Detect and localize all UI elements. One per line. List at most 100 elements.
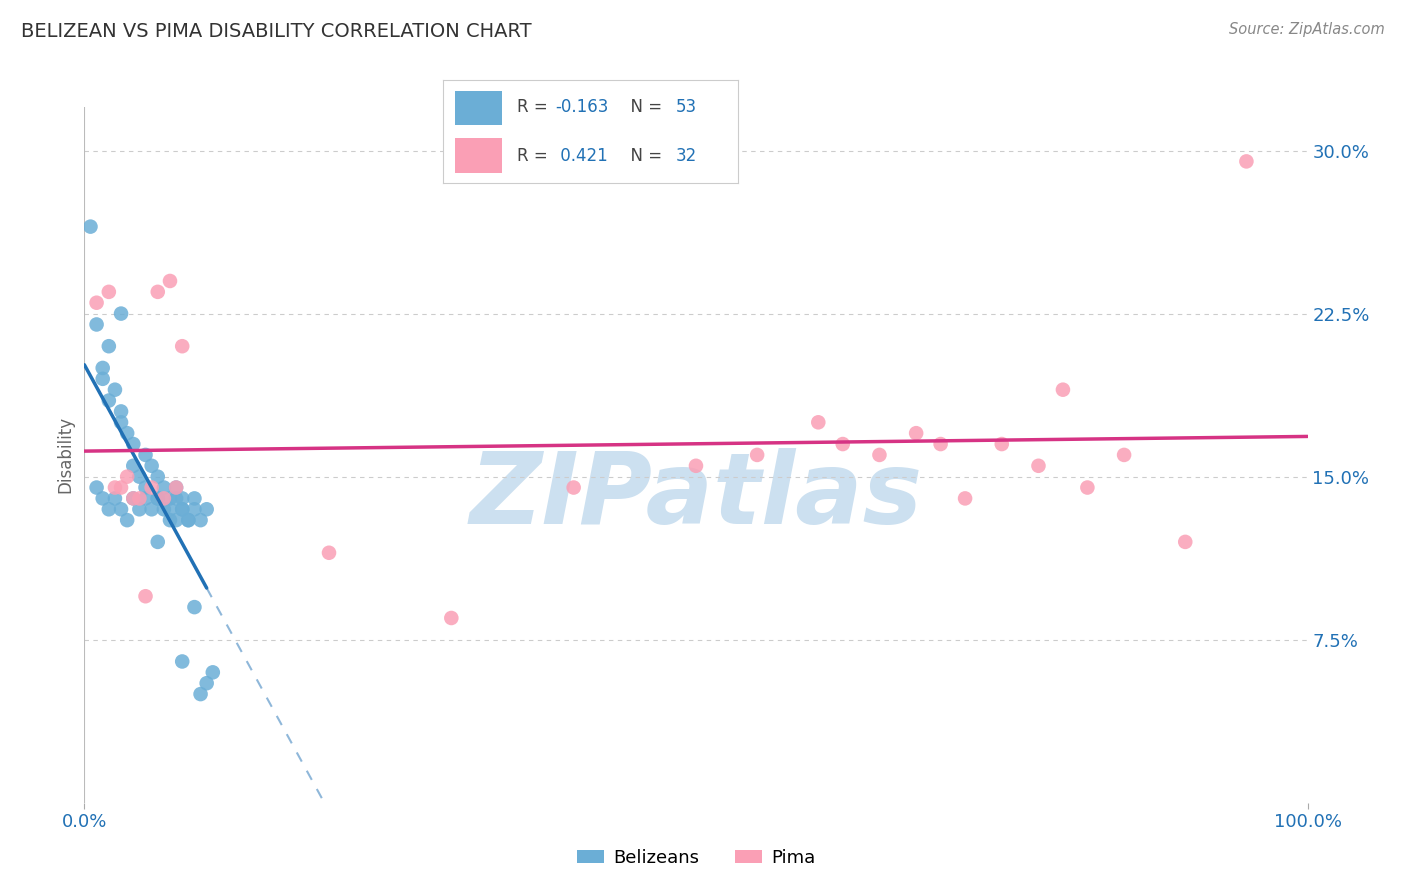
Point: [97, 502, 120, 516]
Point: [172, 502, 194, 516]
Point: [128, 491, 150, 506]
Point: [183, 491, 205, 506]
Text: Source: ZipAtlas.com: Source: ZipAtlas.com: [1229, 22, 1385, 37]
Point: [177, 513, 200, 527]
Point: [165, 513, 187, 527]
Point: [869, 448, 891, 462]
Point: [104, 491, 127, 506]
Point: [146, 491, 169, 506]
Point: [183, 600, 205, 615]
Point: [172, 655, 194, 669]
Point: [172, 339, 194, 353]
Point: [141, 458, 163, 473]
Point: [128, 502, 150, 516]
Text: -0.163: -0.163: [555, 98, 609, 117]
Point: [159, 274, 181, 288]
Point: [91, 372, 114, 386]
Point: [135, 448, 157, 462]
Point: [141, 481, 163, 495]
Point: [190, 513, 212, 527]
Point: [1236, 154, 1258, 169]
Point: [685, 458, 707, 473]
Point: [91, 491, 114, 506]
Point: [153, 502, 176, 516]
Point: [110, 307, 132, 321]
Point: [1114, 448, 1136, 462]
Point: [104, 383, 127, 397]
Point: [172, 491, 194, 506]
Text: N =: N =: [620, 146, 668, 165]
Point: [165, 481, 187, 495]
Point: [135, 491, 157, 506]
Point: [195, 502, 218, 516]
Point: [159, 513, 181, 527]
Text: 32: 32: [676, 146, 697, 165]
Legend: Belizeans, Pima: Belizeans, Pima: [569, 841, 823, 874]
Point: [97, 393, 120, 408]
Point: [86, 318, 108, 332]
Point: [929, 437, 952, 451]
Point: [91, 360, 114, 375]
Point: [1028, 458, 1050, 473]
Point: [97, 339, 120, 353]
Text: N =: N =: [620, 98, 668, 117]
Point: [115, 426, 138, 441]
Point: [146, 491, 169, 506]
Point: [110, 481, 132, 495]
Point: [153, 491, 176, 506]
Point: [440, 611, 463, 625]
Point: [183, 502, 205, 516]
Point: [86, 295, 108, 310]
Point: [122, 458, 145, 473]
Point: [79, 219, 101, 234]
Point: [201, 665, 224, 680]
Bar: [454, 91, 502, 126]
Text: R =: R =: [517, 146, 553, 165]
Point: [122, 491, 145, 506]
Point: [110, 502, 132, 516]
Point: [953, 491, 976, 506]
Point: [146, 535, 169, 549]
Point: [562, 481, 585, 495]
Point: [318, 546, 340, 560]
Point: [110, 404, 132, 418]
Point: [153, 481, 176, 495]
Text: 53: 53: [676, 98, 697, 117]
Point: [807, 415, 830, 429]
Point: [135, 481, 157, 495]
Y-axis label: Disability: Disability: [56, 417, 75, 493]
Point: [141, 502, 163, 516]
Point: [831, 437, 853, 451]
Point: [115, 469, 138, 483]
Point: [159, 491, 181, 506]
Point: [97, 285, 120, 299]
Point: [110, 415, 132, 429]
Point: [1052, 383, 1074, 397]
Text: R =: R =: [517, 98, 553, 117]
Point: [747, 448, 769, 462]
Text: ZIPatlas: ZIPatlas: [470, 448, 922, 545]
Point: [135, 589, 157, 603]
Point: [172, 502, 194, 516]
Point: [1076, 481, 1098, 495]
Point: [146, 469, 169, 483]
Point: [104, 481, 127, 495]
Point: [165, 481, 187, 495]
Point: [115, 513, 138, 527]
Point: [86, 481, 108, 495]
Bar: [454, 137, 502, 173]
Point: [905, 426, 928, 441]
Point: [122, 437, 145, 451]
Point: [190, 687, 212, 701]
Point: [128, 469, 150, 483]
Point: [991, 437, 1014, 451]
Text: 0.421: 0.421: [555, 146, 607, 165]
Text: BELIZEAN VS PIMA DISABILITY CORRELATION CHART: BELIZEAN VS PIMA DISABILITY CORRELATION …: [21, 22, 531, 41]
Point: [159, 502, 181, 516]
Point: [122, 491, 145, 506]
Point: [146, 285, 169, 299]
Point: [1174, 535, 1197, 549]
Point: [195, 676, 218, 690]
Point: [177, 513, 200, 527]
Point: [165, 491, 187, 506]
